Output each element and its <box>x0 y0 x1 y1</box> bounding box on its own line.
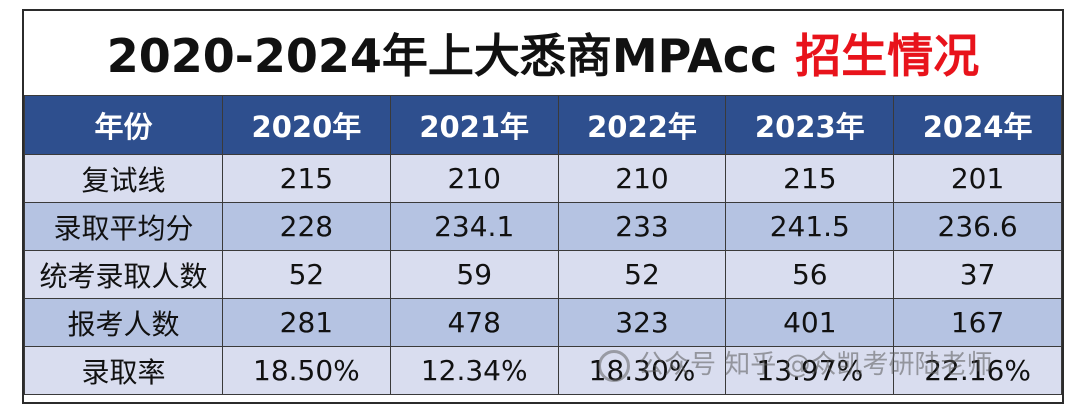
row-label: 报考人数 <box>24 298 223 347</box>
admissions-table: 年份 2020年 2021年 2022年 2023年 2024年 复试线 215… <box>24 95 1062 395</box>
header-row: 年份 2020年 2021年 2022年 2023年 2024年 <box>24 95 1062 155</box>
table-cell: 401 <box>725 298 895 347</box>
table-row: 报考人数 281 478 323 401 167 <box>24 298 1062 347</box>
table-row: 录取平均分 228 234.1 233 241.5 236.6 <box>24 202 1062 251</box>
row-label: 统考录取人数 <box>24 250 223 299</box>
header-cell-2023: 2023年 <box>725 95 895 155</box>
table-cell: 37 <box>893 250 1062 299</box>
header-cell-year: 年份 <box>24 95 223 155</box>
admissions-table-card: 2020-2024年上大悉商MPAcc 招生情况 年份 2020年 2021年 … <box>22 9 1064 404</box>
table-cell: 228 <box>222 202 391 251</box>
table-row: 复试线 215 210 210 215 201 <box>24 154 1062 203</box>
table-cell: 201 <box>893 154 1062 203</box>
table-cell: 281 <box>222 298 391 347</box>
row-label: 录取率 <box>24 346 223 395</box>
header-cell-2021: 2021年 <box>389 95 559 155</box>
table-cell: 12.34% <box>389 346 559 395</box>
table-cell: 323 <box>557 298 727 347</box>
table-cell: 167 <box>893 298 1062 347</box>
row-label: 复试线 <box>24 154 223 203</box>
title-accent: 招生情况 <box>795 29 980 83</box>
table-row: 统考录取人数 52 59 52 56 37 <box>24 250 1062 299</box>
table-cell: 236.6 <box>893 202 1062 251</box>
table-cell: 210 <box>557 154 727 203</box>
table-cell: 215 <box>725 154 895 203</box>
table-cell: 56 <box>725 250 895 299</box>
page-title: 2020-2024年上大悉商MPAcc 招生情况 <box>24 11 1062 95</box>
title-main: 2020-2024年上大悉商MPAcc <box>106 29 778 83</box>
table-cell: 241.5 <box>725 202 895 251</box>
table-cell: 18.30% <box>557 346 727 395</box>
table-cell: 234.1 <box>389 202 559 251</box>
table-cell: 18.50% <box>222 346 391 395</box>
table-cell: 59 <box>389 250 559 299</box>
table-cell: 478 <box>389 298 559 347</box>
table-cell: 13.97% <box>725 346 895 395</box>
table-cell: 215 <box>222 154 391 203</box>
table-cell: 52 <box>222 250 391 299</box>
table-cell: 233 <box>557 202 727 251</box>
row-label: 录取平均分 <box>24 202 223 251</box>
table-cell: 210 <box>389 154 559 203</box>
header-cell-2020: 2020年 <box>222 95 391 155</box>
header-cell-2024: 2024年 <box>893 95 1062 155</box>
table-row: 录取率 18.50% 12.34% 18.30% 13.97% 22.16% <box>24 346 1062 395</box>
table-cell: 52 <box>557 250 727 299</box>
header-cell-2022: 2022年 <box>557 95 727 155</box>
table-cell: 22.16% <box>893 346 1062 395</box>
